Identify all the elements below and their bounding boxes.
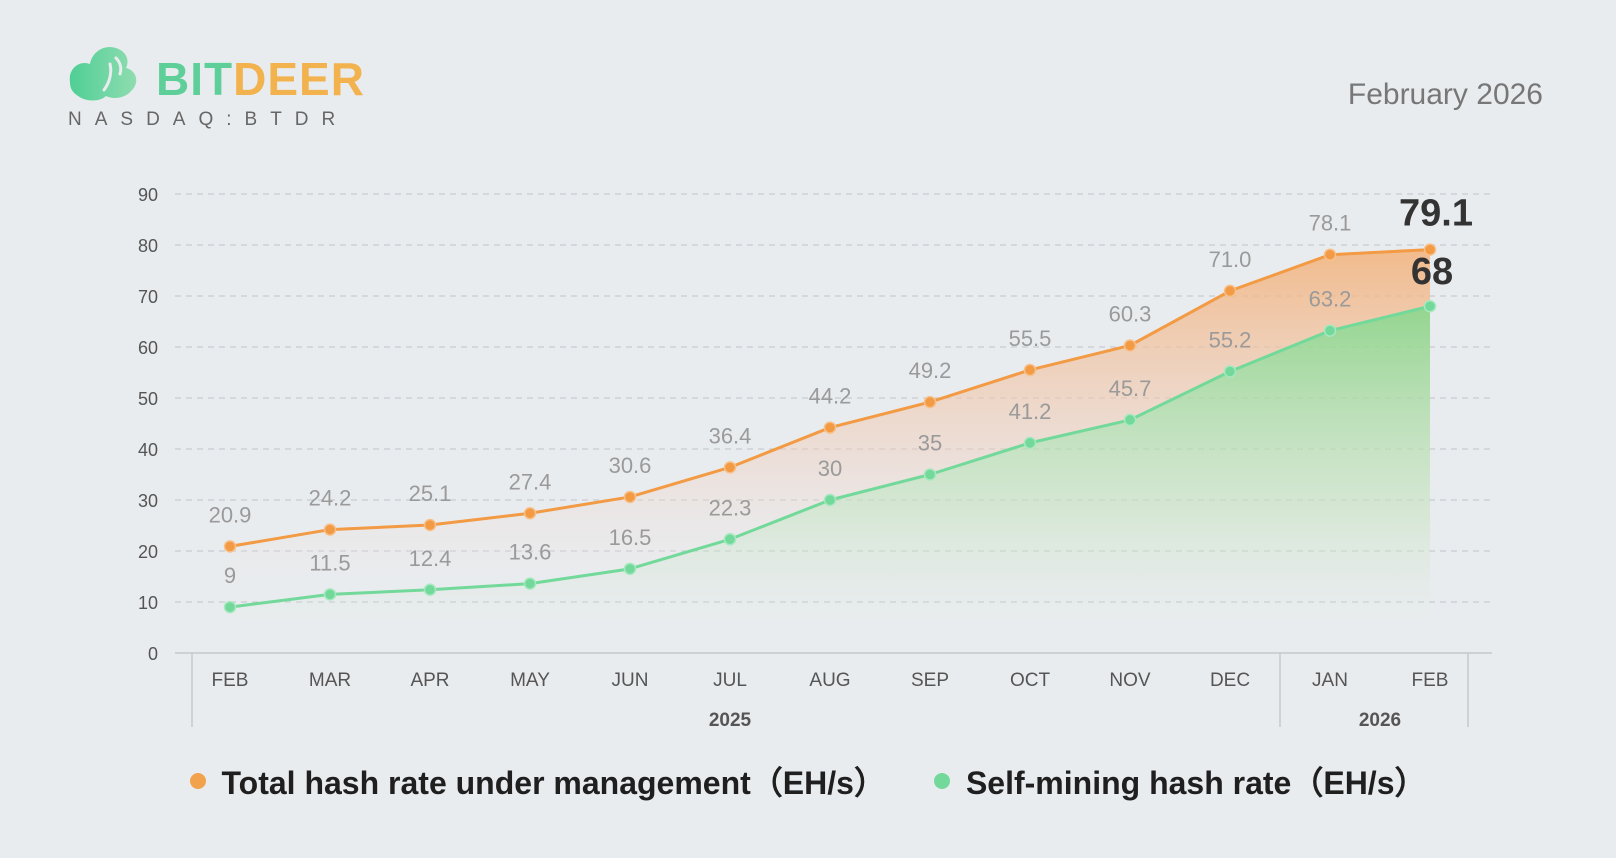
x-tick-label-12: FEB xyxy=(1412,670,1449,691)
x-tick-label-4: JUN xyxy=(612,670,649,691)
self-point-1 xyxy=(323,588,337,601)
total-data-label-6: 44.2 xyxy=(809,384,852,409)
legend-label-total: Total hash rate under management（EH/s） xyxy=(221,765,886,801)
self-data-label-0: 9 xyxy=(224,563,236,588)
total-point-4 xyxy=(623,490,637,504)
data-points xyxy=(223,243,1437,614)
area-fills xyxy=(230,249,1430,653)
chart-legend: Total hash rate under management（EH/s） S… xyxy=(0,758,1616,804)
total-point-6 xyxy=(823,421,837,434)
total-point-7 xyxy=(923,395,937,409)
total-point-12 xyxy=(1423,243,1437,256)
x-tick-label-7: SEP xyxy=(911,670,949,691)
axes: 0 10 20 30 40 50 60 70 80 90 FEB MAR APR MAY JUN JUL AUG… xyxy=(138,185,1492,731)
self-point-11 xyxy=(1323,324,1337,337)
legend-item-self: Self-mining hash rate（EH/s） xyxy=(933,758,1427,804)
total-data-label-11: 78.1 xyxy=(1309,211,1352,236)
y-tick-label-10: 10 xyxy=(138,593,158,613)
x-tick-label-3: MAY xyxy=(510,670,550,691)
total-data-label-9: 60.3 xyxy=(1109,301,1152,326)
total-data-label-1: 24.2 xyxy=(309,486,352,511)
legend-marker-total xyxy=(189,773,206,789)
self-data-label-4: 16.5 xyxy=(609,525,652,550)
x-tick-label-5: JUL xyxy=(713,670,747,691)
x-tick-label-6: AUG xyxy=(809,670,850,691)
data-labels: 20.9 24.2 25.1 27.4 30.6 36.4 44.2 49.2 55.5 60.3… xyxy=(209,193,1473,589)
self-mining-area xyxy=(230,306,1430,653)
total-data-label-3: 27.4 xyxy=(509,469,552,494)
brand-name-part2: DEER xyxy=(233,53,365,105)
self-point-3 xyxy=(523,577,537,590)
y-tick-label-90: 90 xyxy=(138,185,158,205)
brand-wordmark: BITDEER xyxy=(156,52,365,106)
total-point-3 xyxy=(523,507,537,520)
self-data-label-11: 63.2 xyxy=(1309,287,1352,312)
total-point-9 xyxy=(1123,339,1137,352)
total-point-8 xyxy=(1023,363,1037,377)
self-data-label-12: 68 xyxy=(1411,251,1453,293)
self-data-label-6: 30 xyxy=(818,456,842,481)
x-tick-label-8: OCT xyxy=(1010,670,1051,691)
year-group-label-0: 2025 xyxy=(709,710,752,731)
total-data-label-2: 25.1 xyxy=(409,481,452,506)
x-tick-label-2: APR xyxy=(410,670,449,691)
legend-label-self: Self-mining hash rate（EH/s） xyxy=(965,765,1427,801)
self-data-label-5: 22.3 xyxy=(709,495,752,520)
y-tick-label-0: 0 xyxy=(148,644,158,664)
legend-item-total: Total hash rate under management（EH/s） xyxy=(189,758,886,804)
legend-marker-self xyxy=(933,773,950,789)
total-data-label-0: 20.9 xyxy=(209,502,252,527)
x-tick-label-11: JAN xyxy=(1312,670,1348,691)
x-tick-label-10: DEC xyxy=(1210,670,1250,691)
x-tick-label-9: NOV xyxy=(1109,670,1151,691)
brand-name-part1: BIT xyxy=(156,53,234,105)
y-tick-label-80: 80 xyxy=(138,236,158,256)
self-point-0 xyxy=(223,600,237,614)
year-group-label-1: 2026 xyxy=(1359,710,1401,731)
self-data-label-1: 11.5 xyxy=(309,550,350,575)
self-point-9 xyxy=(1123,413,1137,427)
y-tick-label-40: 40 xyxy=(138,440,158,460)
self-data-label-8: 41.2 xyxy=(1009,399,1052,424)
self-data-label-9: 45.7 xyxy=(1109,376,1152,401)
report-period: February 2026 xyxy=(1347,78,1543,111)
self-point-8 xyxy=(1023,436,1037,450)
self-point-5 xyxy=(723,533,737,546)
total-point-2 xyxy=(423,518,437,532)
total-data-label-4: 30.6 xyxy=(609,453,652,478)
brand-ticker: NASDAQ:BTDR xyxy=(68,109,349,130)
x-tick-label-1: MAR xyxy=(309,670,351,691)
self-point-10 xyxy=(1223,365,1237,378)
self-point-2 xyxy=(423,583,437,597)
total-point-5 xyxy=(723,461,737,474)
self-data-label-7: 35 xyxy=(918,431,942,456)
deer-logo-icon xyxy=(69,46,137,101)
y-tick-label-60: 60 xyxy=(138,338,158,358)
total-point-1 xyxy=(323,523,337,536)
self-data-label-10: 55.2 xyxy=(1209,327,1252,352)
total-data-label-12: 79.1 xyxy=(1399,193,1473,235)
self-data-label-3: 13.6 xyxy=(509,540,552,565)
y-tick-label-50: 50 xyxy=(138,389,158,409)
total-data-label-7: 49.2 xyxy=(909,358,952,383)
self-point-12 xyxy=(1423,299,1437,313)
total-point-0 xyxy=(223,540,237,553)
total-data-label-10: 71.0 xyxy=(1209,247,1252,272)
total-point-10 xyxy=(1223,284,1237,298)
total-data-label-5: 36.4 xyxy=(709,423,752,448)
self-point-6 xyxy=(823,493,837,507)
y-tick-label-20: 20 xyxy=(138,542,158,562)
self-data-label-2: 12.4 xyxy=(409,546,452,571)
self-point-4 xyxy=(623,562,637,576)
total-data-label-8: 55.5 xyxy=(1009,326,1052,351)
y-tick-label-70: 70 xyxy=(138,287,158,307)
self-point-7 xyxy=(923,468,937,481)
x-tick-label-0: FEB xyxy=(212,670,249,691)
y-tick-label-30: 30 xyxy=(138,491,158,511)
total-point-11 xyxy=(1323,248,1337,261)
